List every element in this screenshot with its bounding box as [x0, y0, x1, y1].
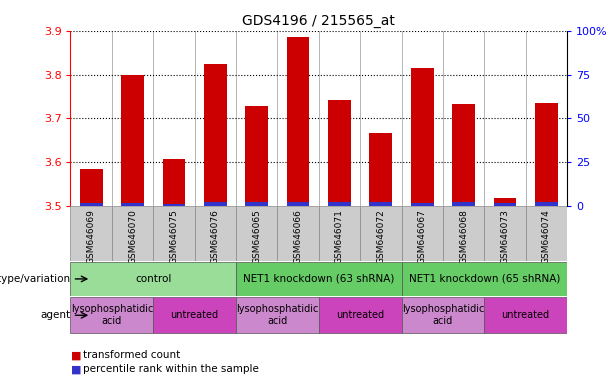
- Bar: [245, 106, 268, 206]
- Text: GSM646065: GSM646065: [252, 209, 261, 264]
- Bar: [162, 159, 185, 206]
- Bar: [319, 206, 360, 262]
- Text: genotype/variation: genotype/variation: [0, 274, 70, 284]
- Text: ■: ■: [70, 350, 81, 360]
- Bar: [411, 203, 433, 206]
- Bar: [484, 206, 526, 262]
- Text: GSM646068: GSM646068: [459, 209, 468, 264]
- Bar: [328, 100, 351, 206]
- Text: GSM646067: GSM646067: [417, 209, 427, 264]
- Text: agent: agent: [40, 310, 70, 320]
- Bar: [80, 203, 102, 206]
- Text: lysophosphatidic
acid: lysophosphatidic acid: [402, 305, 484, 326]
- Text: GSM646076: GSM646076: [211, 209, 220, 264]
- Text: GSM646073: GSM646073: [500, 209, 509, 264]
- Bar: [153, 206, 195, 262]
- Text: GSM646072: GSM646072: [376, 209, 386, 264]
- Bar: [319, 297, 402, 333]
- Bar: [493, 198, 516, 206]
- Bar: [121, 203, 144, 206]
- Bar: [70, 206, 112, 262]
- Bar: [121, 74, 144, 206]
- Text: lysophosphatidic
acid: lysophosphatidic acid: [236, 305, 319, 326]
- Bar: [236, 262, 402, 296]
- Text: GSM646066: GSM646066: [294, 209, 303, 264]
- Bar: [402, 206, 443, 262]
- Bar: [526, 206, 567, 262]
- Text: untreated: untreated: [336, 310, 384, 320]
- Bar: [411, 68, 433, 206]
- Bar: [80, 169, 102, 206]
- Title: GDS4196 / 215565_at: GDS4196 / 215565_at: [242, 14, 395, 28]
- Text: percentile rank within the sample: percentile rank within the sample: [83, 364, 259, 374]
- Bar: [162, 204, 185, 206]
- Bar: [452, 104, 475, 206]
- Text: lysophosphatidic
acid: lysophosphatidic acid: [70, 305, 153, 326]
- Bar: [287, 202, 310, 206]
- Bar: [204, 64, 227, 206]
- Bar: [360, 206, 402, 262]
- Text: untreated: untreated: [170, 310, 219, 320]
- Bar: [195, 206, 236, 262]
- Text: GSM646074: GSM646074: [542, 209, 551, 264]
- Text: transformed count: transformed count: [83, 350, 180, 360]
- Bar: [443, 206, 484, 262]
- Text: untreated: untreated: [501, 310, 550, 320]
- Bar: [370, 202, 392, 206]
- Bar: [452, 202, 475, 206]
- Bar: [153, 297, 236, 333]
- Text: GSM646069: GSM646069: [86, 209, 96, 264]
- Text: GSM646071: GSM646071: [335, 209, 344, 264]
- Text: NET1 knockdown (65 shRNA): NET1 knockdown (65 shRNA): [409, 274, 560, 284]
- Bar: [204, 202, 227, 206]
- Bar: [70, 297, 153, 333]
- Bar: [287, 37, 310, 206]
- Bar: [245, 202, 268, 206]
- Bar: [236, 206, 277, 262]
- Bar: [535, 202, 558, 206]
- Bar: [236, 297, 319, 333]
- Text: ■: ■: [70, 364, 81, 374]
- Bar: [535, 103, 558, 206]
- Bar: [277, 206, 319, 262]
- Text: control: control: [135, 274, 172, 284]
- Text: NET1 knockdown (63 shRNA): NET1 knockdown (63 shRNA): [243, 274, 394, 284]
- Bar: [70, 262, 236, 296]
- Bar: [370, 132, 392, 206]
- Text: GSM646075: GSM646075: [169, 209, 178, 264]
- Bar: [402, 262, 567, 296]
- Bar: [484, 297, 567, 333]
- Bar: [112, 206, 153, 262]
- Bar: [328, 202, 351, 206]
- Bar: [402, 297, 484, 333]
- Text: GSM646070: GSM646070: [128, 209, 137, 264]
- Bar: [493, 203, 516, 206]
